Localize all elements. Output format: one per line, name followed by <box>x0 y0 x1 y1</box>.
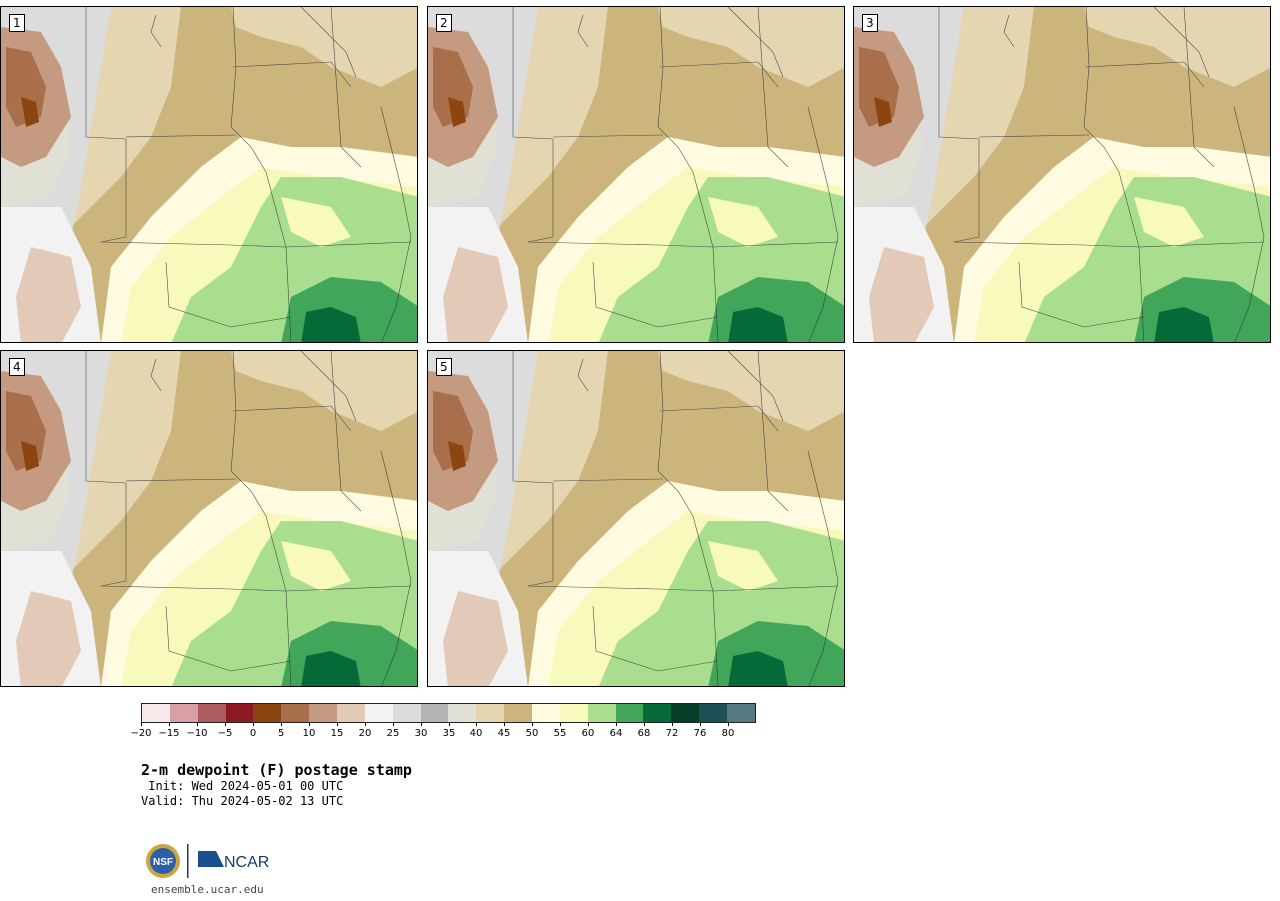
colorbar-tick <box>169 722 170 726</box>
ensemble-member-map-1: 1 <box>0 6 418 343</box>
ensemble-member-map-2: 2 <box>427 6 845 343</box>
colorbar-tick <box>588 722 589 726</box>
colorbar-tick-label: −20 <box>130 728 152 739</box>
colorbar-tick <box>616 722 617 726</box>
init-time: Init: Wed 2024-05-01 00 UTC <box>141 779 344 793</box>
colorbar-swatch <box>142 704 170 722</box>
colorbar-tick <box>337 722 338 726</box>
site-url: ensemble.ucar.edu <box>151 883 264 896</box>
colorbar-tick-label: 64 <box>609 728 623 739</box>
colorbar-swatch <box>643 704 672 722</box>
colorbar-swatch <box>197 704 226 722</box>
colorbar-swatch <box>532 704 560 722</box>
dewpoint-field-map <box>428 7 844 342</box>
colorbar-tick-label: 25 <box>386 728 400 739</box>
colorbar-tick <box>449 722 450 726</box>
colorbar-tick-label: 60 <box>581 728 595 739</box>
colorbar-swatch <box>504 704 533 722</box>
colorbar-swatch <box>253 704 282 722</box>
colorbar-swatch <box>587 704 616 722</box>
colorbar-tick-label: 20 <box>358 728 372 739</box>
member-number-label: 1 <box>9 14 25 32</box>
colorbar-tick-label: 10 <box>302 728 316 739</box>
colorbar-swatch <box>337 704 365 722</box>
colorbar-swatch <box>476 704 505 722</box>
colorbar-tick-label: 72 <box>665 728 679 739</box>
colorbar-tick <box>197 722 198 726</box>
colorbar-tick-label: 35 <box>442 728 456 739</box>
colorbar-tick <box>700 722 701 726</box>
colorbar-tick-label: 55 <box>553 728 567 739</box>
colorbar-tick-labels: −20 −15 −10 −5 0 5 10 15 20 25 30 35 40 45 50 55 60 64 68 7… <box>130 722 756 742</box>
colorbar-swatch <box>448 704 477 722</box>
colorbar-swatch <box>169 704 198 722</box>
colorbar-swatch <box>392 704 421 722</box>
colorbar-tick <box>560 722 561 726</box>
ncar-logo-text: NCAR <box>224 854 269 871</box>
colorbar-tick-label: −10 <box>186 728 208 739</box>
colorbar-tick-label: −5 <box>217 728 233 739</box>
colorbar-tick-label: 50 <box>525 728 539 739</box>
nsf-logo-text: NSF <box>153 857 173 868</box>
colorbar-swatch <box>727 704 755 722</box>
title-block: 2-m dewpoint (F) postage stamp Init: Wed… <box>141 761 412 809</box>
colorbar-tick <box>532 722 533 726</box>
member-number-label: 3 <box>862 14 878 32</box>
colorbar-tick <box>225 722 226 726</box>
colorbar-tick <box>281 722 282 726</box>
colorbar-tick-label: 76 <box>693 728 707 739</box>
dewpoint-field-map <box>428 351 844 686</box>
colorbar-swatch <box>559 704 588 722</box>
ncar-logo-icon <box>198 851 224 867</box>
dewpoint-field-map <box>1 351 417 686</box>
ensemble-member-map-3: 3 <box>853 6 1271 343</box>
dewpoint-field-map <box>854 7 1270 342</box>
colorbar-tick-label: 40 <box>469 728 483 739</box>
colorbar-tick <box>421 722 422 726</box>
colorbar-tick <box>253 722 254 726</box>
dewpoint-colorbar <box>141 703 756 723</box>
chart-title: 2-m dewpoint (F) postage stamp <box>141 761 412 779</box>
nsf-logo-icon: NSF <box>146 844 180 878</box>
member-number-label: 4 <box>9 358 25 376</box>
colorbar-swatch <box>671 704 700 722</box>
member-number-label: 2 <box>436 14 452 32</box>
colorbar-tick-label: 5 <box>277 728 285 739</box>
colorbar-tick <box>644 722 645 726</box>
ensemble-member-map-4: 4 <box>0 350 418 687</box>
colorbar-tick-label: −15 <box>158 728 180 739</box>
colorbar-tick-label: 68 <box>637 728 651 739</box>
colorbar-tick <box>141 722 142 726</box>
colorbar-tick-label: 15 <box>330 728 344 739</box>
colorbar-tick <box>393 722 394 726</box>
colorbar-swatch <box>309 704 338 722</box>
colorbar-tick-label: 30 <box>414 728 428 739</box>
colorbar-tick <box>476 722 477 726</box>
valid-time: Valid: Thu 2024-05-02 13 UTC <box>141 794 344 808</box>
colorbar-tick-label: 45 <box>497 728 511 739</box>
colorbar-tick <box>309 722 310 726</box>
colorbar-swatch <box>225 704 254 722</box>
colorbar-tick <box>728 722 729 726</box>
colorbar-tick-label: 0 <box>249 728 257 739</box>
dewpoint-field-map <box>1 7 417 342</box>
colorbar-tick-label: 80 <box>721 728 735 739</box>
colorbar-swatch <box>281 704 310 722</box>
colorbar-swatch <box>615 704 644 722</box>
colorbar-tick <box>672 722 673 726</box>
colorbar-swatch <box>364 704 393 722</box>
colorbar-swatch <box>420 704 449 722</box>
colorbar-swatch <box>699 704 728 722</box>
nsf-ncar-logos: NSF NCAR <box>146 844 269 878</box>
colorbar-tick <box>504 722 505 726</box>
colorbar-tick <box>365 722 366 726</box>
ensemble-member-map-5: 5 <box>427 350 845 687</box>
member-number-label: 5 <box>436 358 452 376</box>
